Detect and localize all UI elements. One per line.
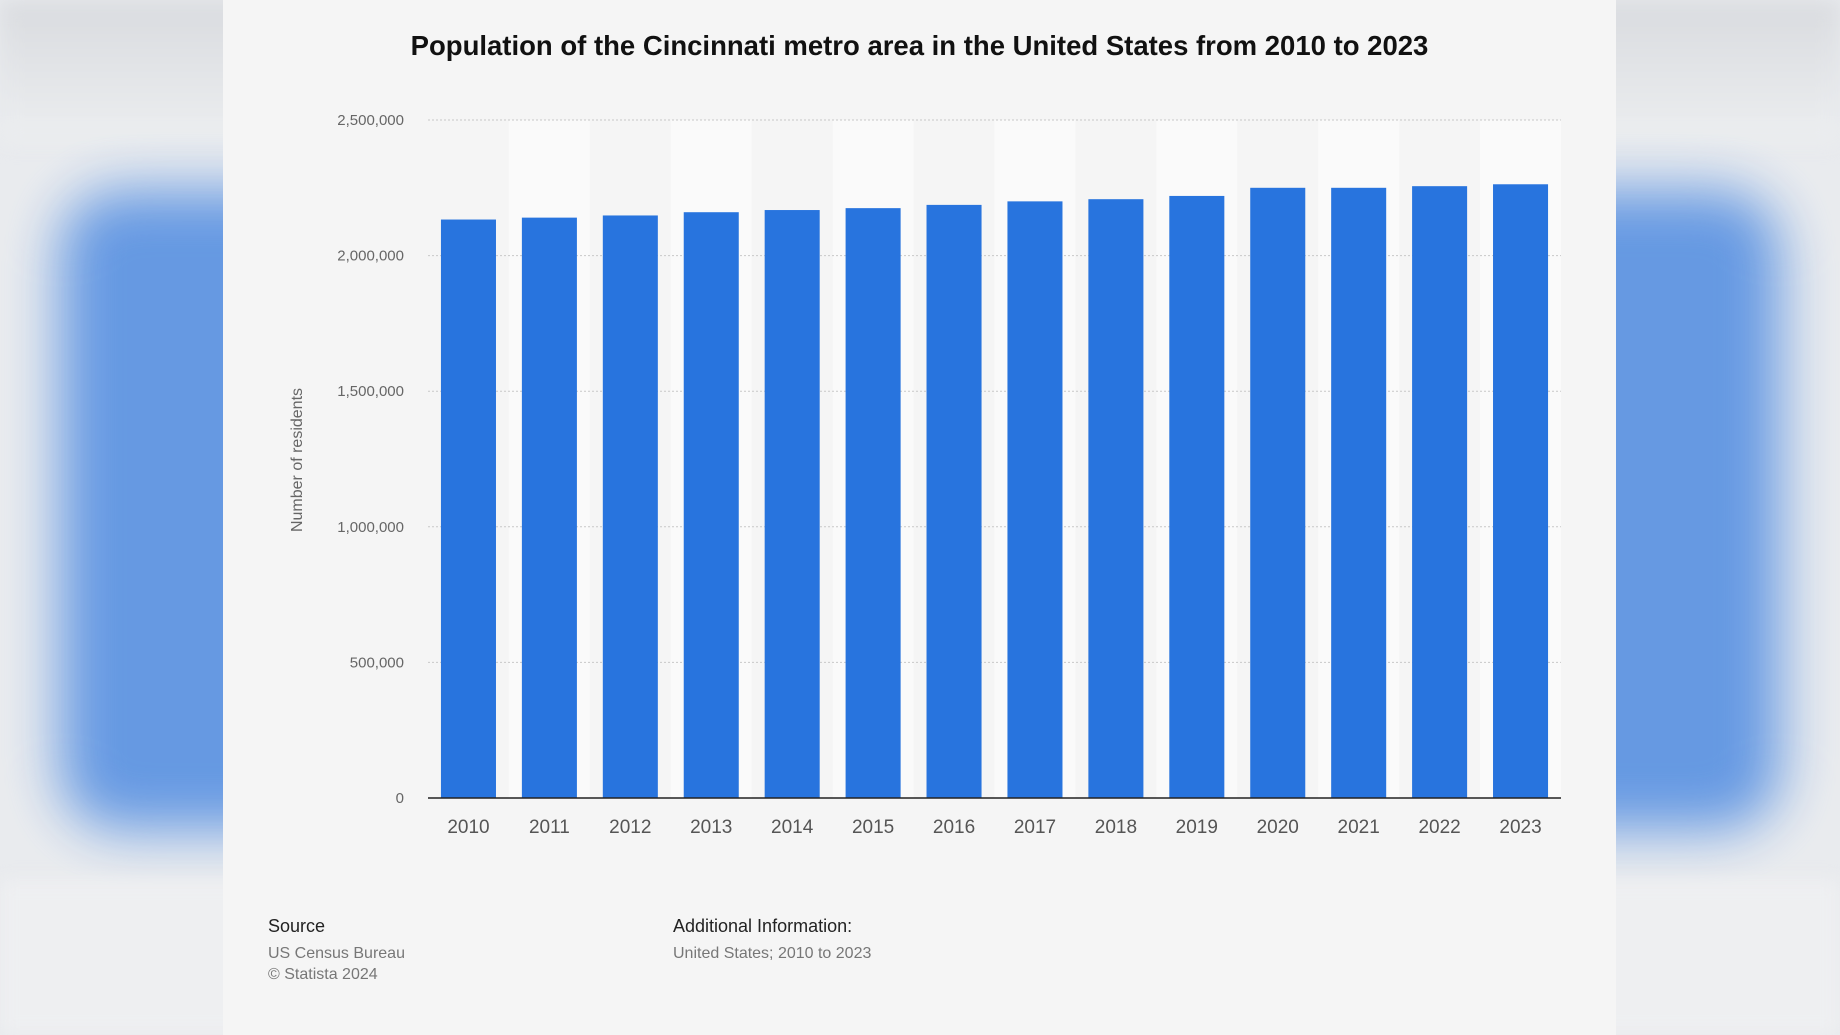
chart-title: Population of the Cincinnati metro area … xyxy=(410,30,1429,61)
x-axis-ticks: 2010 2011 2012 2013 2014 2015 2016 2017 2018 2019… xyxy=(447,817,1541,838)
bar-2014[interactable] xyxy=(764,210,820,799)
x-tick-label: 2022 xyxy=(1418,817,1460,838)
y-tick-label: 1,500,000 xyxy=(337,383,404,400)
source-name[interactable]: US Census Bureau xyxy=(268,945,405,962)
bar-2018[interactable] xyxy=(1088,199,1144,798)
additional-info-heading: Additional Information: xyxy=(673,916,853,936)
bar-2022[interactable] xyxy=(1412,186,1468,799)
y-tick-label: 0 xyxy=(396,790,404,807)
chart-card: Population of the Cincinnati metro area … xyxy=(223,0,1616,1035)
source-block: Source US Census Bureau © Statista 2024 xyxy=(268,915,405,985)
bar-2017[interactable] xyxy=(1007,201,1063,799)
y-tick-label: 2,500,000 xyxy=(337,112,404,129)
bars xyxy=(440,184,1549,799)
bar-2021[interactable] xyxy=(1331,187,1387,799)
copyright: © Statista 2024 xyxy=(268,966,378,983)
x-tick-label: 2012 xyxy=(609,817,651,838)
x-tick-label: 2015 xyxy=(852,817,894,838)
bar-2011[interactable] xyxy=(521,217,577,798)
x-tick-label: 2021 xyxy=(1338,817,1380,838)
x-tick-label: 2010 xyxy=(447,817,489,838)
additional-info-text: United States; 2010 to 2023 xyxy=(673,945,872,962)
chart-svg: 0 500,000 1,000,000 1,500,000 2,000,000 2,500… xyxy=(289,112,1561,838)
bar-2020[interactable] xyxy=(1250,187,1306,799)
source-heading: Source xyxy=(268,916,326,936)
x-tick-label: 2011 xyxy=(529,817,570,838)
x-tick-label: 2018 xyxy=(1095,817,1137,838)
x-tick-label: 2014 xyxy=(771,817,814,838)
bar-2023[interactable] xyxy=(1493,184,1549,798)
x-tick-label: 2013 xyxy=(690,817,732,838)
x-tick-label: 2019 xyxy=(1176,817,1218,838)
bar-2016[interactable] xyxy=(926,204,982,798)
bar-2019[interactable] xyxy=(1169,195,1225,798)
x-tick-label: 2017 xyxy=(1014,817,1056,838)
bar-2010[interactable] xyxy=(440,219,496,798)
y-tick-label: 1,000,000 xyxy=(337,519,404,536)
y-tick-label: 500,000 xyxy=(350,654,404,671)
bar-2013[interactable] xyxy=(683,212,739,798)
x-tick-label: 2023 xyxy=(1499,817,1541,838)
x-tick-label: 2020 xyxy=(1257,817,1299,838)
bar-2015[interactable] xyxy=(845,208,901,798)
y-tick-label: 2,000,000 xyxy=(337,248,404,265)
x-tick-label: 2016 xyxy=(933,817,975,838)
y-axis-ticks: 0 500,000 1,000,000 1,500,000 2,000,000 2,500… xyxy=(337,112,404,807)
y-axis-label: Number of residents xyxy=(289,388,306,532)
additional-info-block: Additional Information: United States; 2… xyxy=(673,915,871,964)
bar-2012[interactable] xyxy=(602,215,658,798)
